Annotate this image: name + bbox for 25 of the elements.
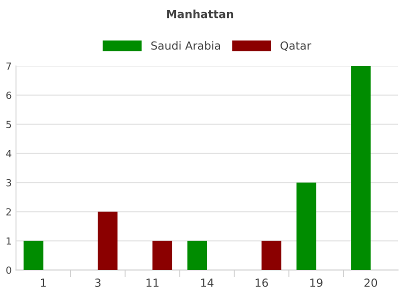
x-tick-label: 11 xyxy=(146,278,158,287)
y-tick-label: 1 xyxy=(6,237,11,245)
legend-label: Qatar xyxy=(280,41,312,52)
x-tick-label: 14 xyxy=(201,278,214,287)
x-tick-label: 3 xyxy=(95,278,100,287)
legend-label: Saudi Arabia xyxy=(151,41,220,50)
x-tick-label: 1 xyxy=(40,278,46,287)
y-tick-label: 7 xyxy=(6,62,11,70)
bar xyxy=(187,240,207,270)
y-tick-label: 4 xyxy=(6,150,12,158)
bar xyxy=(351,66,371,270)
bar xyxy=(98,212,118,270)
x-tick-label: 20 xyxy=(364,278,378,287)
x-tick-label: 16 xyxy=(256,278,268,287)
bar xyxy=(262,240,282,270)
y-tick-label: 6 xyxy=(6,92,12,99)
y-tick-label: 3 xyxy=(6,179,12,186)
y-tick-label: 2 xyxy=(6,208,11,216)
x-tick-label: 19 xyxy=(310,278,322,287)
bar xyxy=(296,182,316,270)
y-tick-label: 5 xyxy=(6,120,11,128)
chart-title: Manhattan xyxy=(167,10,234,18)
bar xyxy=(152,240,172,270)
bar xyxy=(24,240,44,270)
y-tick-label: 0 xyxy=(6,266,12,274)
